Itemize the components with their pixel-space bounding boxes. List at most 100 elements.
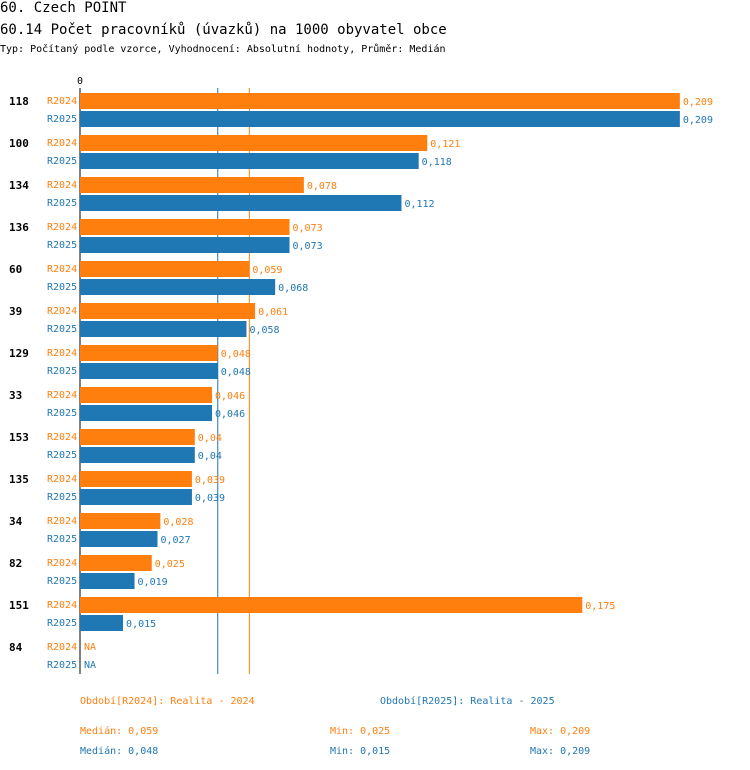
legend-r2024-max: Max: 0,209 [530,726,591,737]
series-label: R2025 [47,114,77,125]
series-label: R2024 [47,516,77,527]
data-label: 0,046 [215,409,245,420]
category-label: 134 [9,179,29,192]
data-label: 0,061 [258,307,288,318]
chart-meta: Typ: Počítaný podle vzorce, Vyhodnocení:… [0,44,446,55]
series-label: R2024 [47,306,77,317]
bar [80,513,161,529]
category-label: 34 [9,515,23,528]
legend-r2025-min: Min: 0,015 [330,746,391,757]
category-label: 118 [9,95,29,108]
series-label: R2024 [47,474,77,485]
bar [80,531,158,547]
data-label: 0,121 [430,139,460,150]
data-label: 0,112 [404,199,434,210]
bar [80,135,428,151]
series-label: R2024 [47,180,77,191]
series-label: R2025 [47,618,77,629]
data-label: 0,039 [195,493,225,504]
category-label: 39 [9,305,22,318]
category-label: 60 [9,263,22,276]
legend-r2024-period: Období[R2024]: Realita - 2024 [80,696,255,707]
data-label: 0,019 [138,577,168,588]
bar [80,93,680,109]
series-label: R2025 [47,408,77,419]
bar [80,405,213,421]
data-label: 0,04 [198,433,222,444]
data-label: 0,209 [683,115,713,126]
bar [80,345,218,361]
legend-r2025-period: Období[R2025]: Realita - 2025 [380,696,555,707]
series-label: R2025 [47,198,77,209]
category-label: 135 [9,473,29,486]
category-label: 84 [9,641,23,654]
series-label: R2024 [47,222,77,233]
bar [80,111,680,127]
series-label: R2025 [47,240,77,251]
series-label: R2024 [47,390,77,401]
legend-r2024-median: Medián: 0,059 [80,726,159,737]
category-label: 151 [9,599,29,612]
category-label: 100 [9,137,29,150]
data-label: 0,028 [163,517,193,528]
bar [80,447,195,463]
bar [80,555,152,571]
series-label: R2024 [47,264,77,275]
data-label: NA [84,660,96,671]
category-label: 33 [9,389,22,402]
bar [80,363,218,379]
data-label: 0,027 [160,535,190,546]
bar [80,597,583,613]
series-label: R2025 [47,282,77,293]
data-label: 0,118 [422,157,452,168]
data-label: 0,048 [221,367,251,378]
data-label: 0,073 [293,223,323,234]
category-label: 136 [9,221,29,234]
data-label: 0,058 [249,325,279,336]
bar [80,237,290,253]
series-label: R2025 [47,324,77,335]
data-label: 0,048 [221,349,251,360]
data-label: 0,068 [278,283,308,294]
x-axis-zero-label: 0 [77,76,83,87]
data-label: 0,046 [215,391,245,402]
bar [80,279,276,295]
bar [80,429,195,445]
series-label: R2025 [47,366,77,377]
data-label: 0,078 [307,181,337,192]
series-label: R2025 [47,450,77,461]
data-label: 0,039 [195,475,225,486]
series-label: R2025 [47,660,77,671]
series-label: R2024 [47,138,77,149]
bar [80,615,124,631]
series-label: R2024 [47,600,77,611]
category-label: 82 [9,557,22,570]
legend-r2024-min: Min: 0,025 [330,726,391,737]
bar [80,177,304,193]
series-label: R2024 [47,558,77,569]
series-label: R2025 [47,156,77,167]
bar [80,153,419,169]
chart-title: 60. Czech POINT [0,0,127,16]
data-label: NA [84,642,96,653]
data-label: 0,04 [198,451,222,462]
series-label: R2025 [47,534,77,545]
bar [80,195,402,211]
series-label: R2024 [47,348,77,359]
chart-subtitle: 60.14 Počet pracovníků (úvazků) na 1000 … [0,22,447,38]
legend-r2025-median: Medián: 0,048 [80,746,159,757]
series-label: R2024 [47,96,77,107]
series-label: R2024 [47,642,77,653]
bar [80,303,256,319]
data-label: 0,025 [155,559,185,570]
data-label: 0,015 [126,619,156,630]
category-label: 153 [9,431,29,444]
bar-chart: 0 118 R2024 0,209 R2025 0,209 100 R2024 0,121 R20… [9,76,713,674]
data-label: 0,073 [293,241,323,252]
bar [80,573,135,589]
legend-r2025-max: Max: 0,209 [530,746,591,757]
series-label: R2024 [47,432,77,443]
series-label: R2025 [47,492,77,503]
bar [80,219,290,235]
bar [80,489,192,505]
